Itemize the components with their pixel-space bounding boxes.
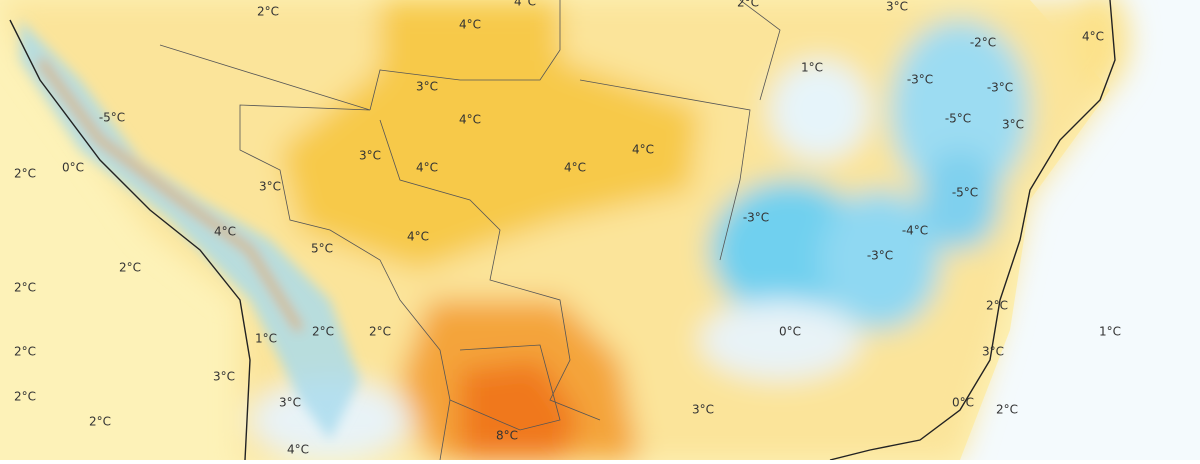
temp-label: 3°C <box>692 403 714 417</box>
temp-label: 2°C <box>996 403 1018 417</box>
temp-label: 4°C <box>416 161 438 175</box>
borders <box>159 0 781 461</box>
temp-label: -5°C <box>945 112 971 126</box>
temp-label: 4°C <box>459 113 481 127</box>
temp-label: 4°C <box>214 225 236 239</box>
temp-label: 2°C <box>119 261 141 275</box>
temp-label: 4°C <box>407 230 429 244</box>
temp-label: 2°C <box>257 5 279 19</box>
temp-label: 4°C <box>564 161 586 175</box>
temp-label: 0°C <box>62 161 84 175</box>
temp-label: -3°C <box>907 73 933 87</box>
temp-label: 0°C <box>952 396 974 410</box>
andes-anomalies <box>20 20 360 440</box>
temp-label: 3°C <box>1002 118 1024 132</box>
coastline <box>9 0 1116 461</box>
temp-label: 3°C <box>213 370 235 384</box>
temp-label: 3°C <box>279 396 301 410</box>
temp-label: 3°C <box>359 149 381 163</box>
temp-label: 8°C <box>496 429 518 443</box>
temp-label: 1°C <box>1099 325 1121 339</box>
temp-label: 0°C <box>779 325 801 339</box>
temp-label: 5°C <box>311 242 333 256</box>
temp-label: 3°C <box>982 345 1004 359</box>
temp-label: 4°C <box>287 443 309 457</box>
temp-label: 3°C <box>416 80 438 94</box>
temp-label: 3°C <box>259 180 281 194</box>
temp-label: 3°C <box>886 0 908 14</box>
temp-label: 2°C <box>369 325 391 339</box>
temp-label: 2°C <box>312 325 334 339</box>
temp-label: -3°C <box>987 81 1013 95</box>
temp-label: 2°C <box>14 390 36 404</box>
temp-label: 2°C <box>737 0 759 10</box>
temp-label: 4°C <box>514 0 536 9</box>
temp-label: 2°C <box>986 299 1008 313</box>
temp-label: -3°C <box>743 211 769 225</box>
temp-label: 4°C <box>1082 30 1104 44</box>
temp-label: 2°C <box>14 345 36 359</box>
temp-label: 2°C <box>14 167 36 181</box>
temp-label: 2°C <box>14 281 36 295</box>
temp-label: 4°C <box>632 143 654 157</box>
temp-label: 4°C <box>459 18 481 32</box>
temp-label: -5°C <box>952 186 978 200</box>
temp-label: -5°C <box>99 111 125 125</box>
temperature-labels: 2°C 4°C 4°C 2°C 3°C 4°C -2°C 1°C -3°C -3°C 3°C 4°C -… <box>14 0 1121 457</box>
temp-label: -4°C <box>902 224 928 238</box>
atlantic-ocean <box>960 0 1200 460</box>
temp-label: 1°C <box>801 61 823 75</box>
temp-label: -3°C <box>867 249 893 263</box>
temp-label: 2°C <box>89 415 111 429</box>
temp-label: 1°C <box>255 332 277 346</box>
temp-label: -2°C <box>970 36 996 50</box>
